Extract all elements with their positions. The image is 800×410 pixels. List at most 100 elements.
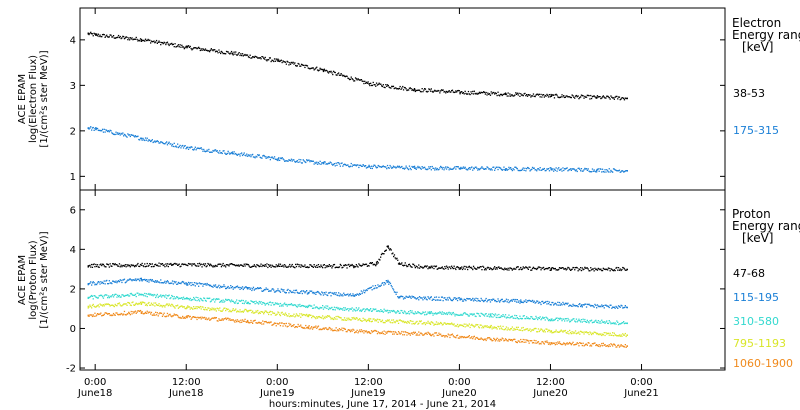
point-2-4-4: [307, 315, 310, 318]
series-2-4: [87, 301, 628, 338]
point-1-1-4: [231, 52, 234, 55]
point-2-2-3: [246, 287, 249, 290]
point-2-3-1: [140, 293, 143, 296]
ytick-label-2-1: 0: [70, 324, 76, 335]
x-axis-label: hours:minutes, June 17, 2014 - June 21, …: [269, 399, 496, 410]
point-1-2-7: [368, 165, 370, 168]
ytick-label-1-1: 2: [70, 126, 76, 137]
xtick-day-1: June18: [168, 388, 204, 399]
xtick-day-2: June19: [259, 388, 295, 399]
point-1-1-2: [140, 38, 143, 41]
point-2-2-9: [520, 300, 522, 303]
ylabel-line-1-1: ACE EPAM: [17, 74, 28, 124]
point-2-3-8: [550, 318, 553, 321]
point-1-1-12: [596, 96, 598, 99]
point-2-5-7: [489, 338, 492, 340]
ylabel-line-2-2: log(Proton Flux): [28, 240, 39, 319]
point-1-1-7: [368, 83, 370, 85]
ylabel-line-2-3: [1/(cm²s ster MeV)]: [39, 231, 50, 328]
point-1-2-13: [626, 170, 628, 172]
point-2-2-1: [140, 279, 143, 281]
ytick-label-2-3: 4: [70, 245, 76, 256]
ylabel-line-1-2: log(Electron Flux): [28, 55, 39, 143]
point-1-2-0: [87, 127, 90, 129]
xtick-time-1: 12:00: [172, 377, 201, 388]
ylabel-line-1-3: [1/(cm²s ster MeV)]: [39, 50, 50, 147]
xtick-time-5: 12:00: [536, 377, 565, 388]
point-2-3-2: [186, 297, 188, 300]
point-2-1-5: [387, 245, 389, 247]
series-1-1: [87, 31, 628, 101]
point-1-1-3: [186, 46, 188, 49]
point-2-2-2: [186, 283, 188, 285]
legend-title-1-3: [keV]: [742, 40, 773, 54]
point-2-1-0: [87, 265, 90, 267]
legend-entry-2-1: 47-68: [733, 267, 765, 280]
point-2-4-5: [368, 319, 370, 322]
series-2-3: [87, 292, 628, 326]
point-2-1-1: [171, 264, 173, 266]
legend-title-1-2: Energy ranges: [732, 28, 800, 42]
point-1-1-10: [504, 93, 507, 96]
point-2-3-5: [368, 309, 370, 312]
xtick-day-3: June19: [350, 388, 386, 399]
point-2-5-1: [140, 311, 143, 314]
point-1-1-1: [95, 34, 97, 36]
point-2-3-0: [87, 296, 90, 299]
point-2-1-2: [277, 265, 279, 267]
series-1-2: [87, 126, 628, 173]
point-1-2-11: [550, 168, 553, 171]
panel-frame-2: [79, 189, 726, 371]
point-2-3-6: [429, 312, 431, 315]
legend-entry-2-4: 795-1193: [733, 337, 786, 350]
point-1-1-9: [459, 91, 461, 94]
point-1-1-8: [413, 89, 416, 91]
point-2-4-1: [140, 302, 143, 305]
point-2-3-3: [246, 301, 249, 304]
panel-frame-1: [79, 7, 726, 191]
point-2-1-10: [626, 268, 628, 271]
point-2-1-9: [550, 268, 553, 270]
point-2-5-9: [626, 345, 628, 347]
point-2-4-6: [429, 322, 431, 325]
xtick-time-2: 0:00: [266, 377, 288, 388]
point-2-2-7: [398, 296, 401, 299]
xtick-time-3: 12:00: [354, 377, 383, 388]
legend-entry-2-3: 310-580: [733, 315, 779, 328]
point-1-2-3: [186, 146, 188, 149]
series-2-5: [87, 309, 628, 348]
point-2-1-7: [429, 267, 431, 269]
point-2-3-4: [307, 305, 310, 308]
point-2-1-3: [353, 265, 355, 268]
xtick-time-0: 0:00: [84, 377, 106, 388]
point-2-5-8: [550, 342, 553, 344]
point-1-2-4: [231, 152, 234, 155]
ytick-label-2-2: 2: [70, 284, 76, 295]
point-1-1-5: [277, 60, 279, 62]
series-2-2: [87, 277, 628, 309]
ytick-label-1-3: 4: [70, 35, 76, 46]
xtick-day-5: June20: [532, 388, 568, 399]
series-2-1: [87, 245, 628, 272]
point-2-5-2: [186, 316, 188, 319]
point-2-4-9: [626, 334, 628, 336]
point-1-2-10: [504, 168, 507, 170]
point-2-1-6: [398, 263, 401, 265]
ytick-label-1-2: 3: [70, 81, 76, 92]
point-1-1-0: [87, 33, 90, 35]
point-2-3-7: [489, 314, 492, 317]
xtick-day-4: June20: [441, 388, 477, 399]
point-1-2-8: [413, 167, 416, 169]
legend-entry-1-1: 38-53: [733, 87, 765, 100]
legend-title-2-1: Proton: [732, 207, 771, 221]
point-2-4-7: [489, 326, 492, 329]
legend-entry-2-5: 1060-1900: [733, 357, 793, 370]
point-1-1-13: [626, 97, 628, 100]
legend-title-2-3: [keV]: [742, 231, 773, 245]
ylabel-line-2-1: ACE EPAM: [17, 255, 28, 305]
xtick-day-6: June21: [623, 388, 659, 399]
point-2-2-6: [387, 281, 389, 283]
point-2-5-5: [368, 331, 370, 333]
xtick-time-6: 0:00: [630, 377, 652, 388]
